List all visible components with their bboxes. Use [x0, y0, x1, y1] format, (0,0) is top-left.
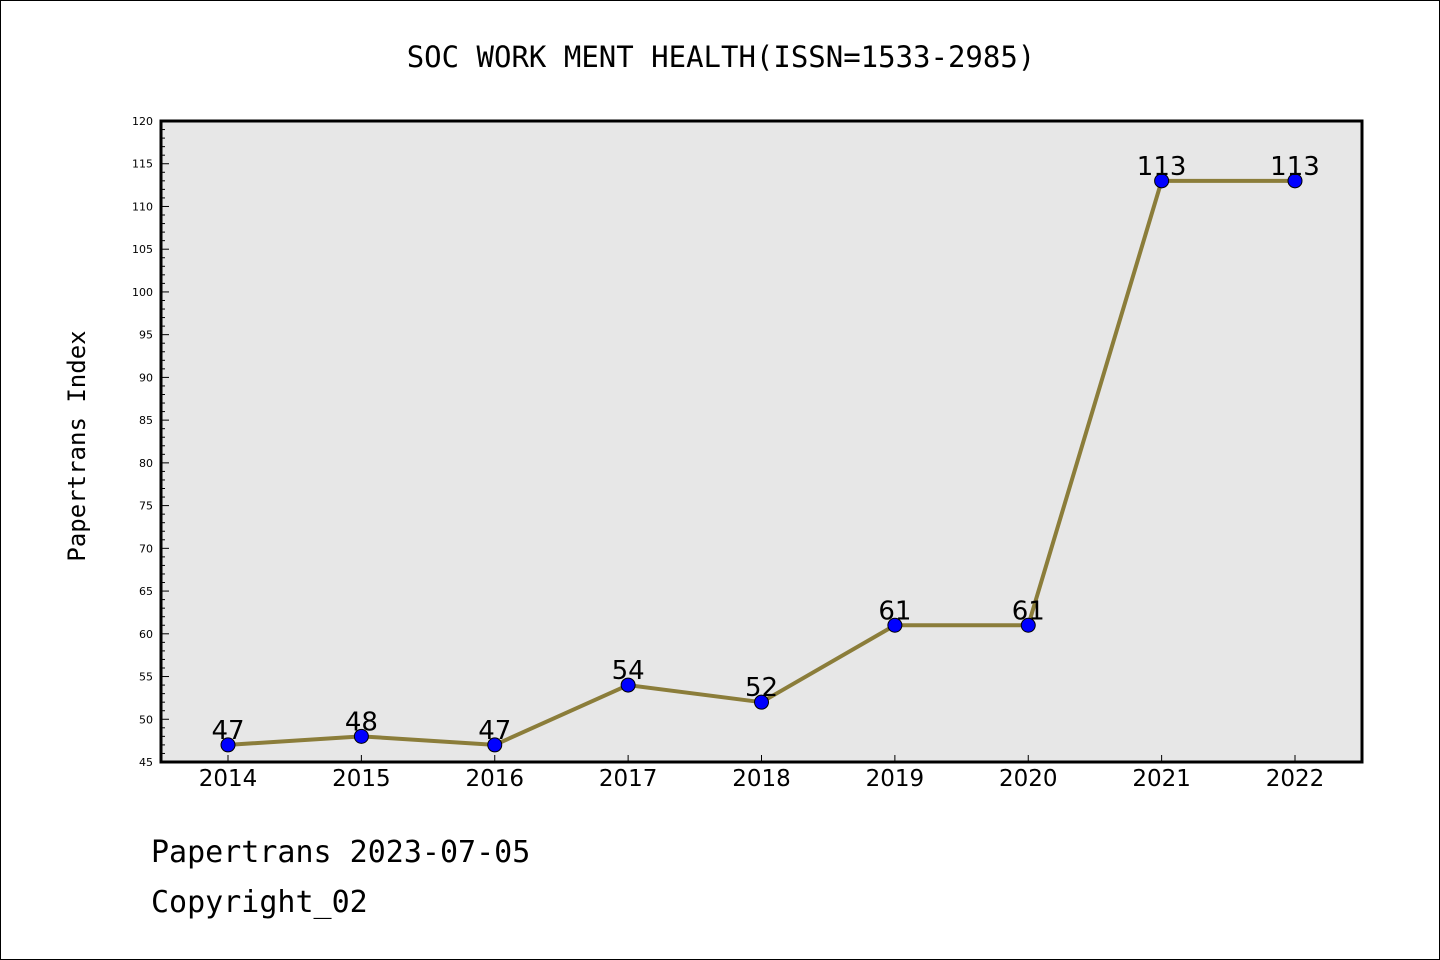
data-point — [620, 677, 636, 693]
data-label: 61 — [1012, 596, 1045, 626]
y-tick-label: 50 — [139, 713, 153, 726]
series-layer: 47 48 47 54 52 61 61 113 113 — [211, 152, 1320, 753]
data-point — [353, 728, 369, 744]
data-point — [1287, 173, 1303, 189]
x-tick-label: 2021 — [1132, 766, 1191, 792]
x-tick-label: 2014 — [199, 766, 258, 792]
y-tick-label: 80 — [139, 457, 153, 470]
x-tick-label: 2020 — [999, 766, 1058, 792]
data-point — [1154, 173, 1170, 189]
data-point — [487, 737, 503, 753]
y-tick-label: 120 — [132, 115, 153, 128]
data-label: 113 — [1270, 152, 1320, 182]
x-tick-label: 2016 — [465, 766, 524, 792]
y-axis-label: Papertrans Index — [63, 330, 91, 561]
data-point — [1020, 617, 1036, 633]
footer-copyright-line: Copyright_02 — [151, 885, 368, 920]
data-label: 47 — [211, 716, 244, 746]
data-label: 61 — [878, 596, 911, 626]
y-tick-label: 90 — [139, 371, 153, 384]
data-point — [887, 617, 903, 633]
data-point — [754, 694, 769, 710]
chart-title: SOC WORK MENT HEALTH(ISSN=1533-2985) — [407, 40, 1036, 74]
data-label: 113 — [1137, 152, 1187, 182]
y-tick-label: 100 — [132, 286, 153, 299]
data-label: 48 — [345, 707, 378, 737]
y-tick-label: 110 — [132, 200, 153, 213]
x-tick-label: 2017 — [599, 766, 658, 792]
x-tick-label: 2015 — [332, 766, 391, 792]
x-tick-label: 2019 — [866, 766, 925, 792]
x-axis-ticks: 2014 2015 2016 2017 2018 2019 2020 2021 2022 — [199, 755, 1325, 792]
y-tick-label: 115 — [132, 158, 153, 171]
footer-date-line: Papertrans 2023-07-05 — [151, 835, 531, 870]
y-tick-label: 75 — [139, 500, 153, 513]
x-tick-label: 2018 — [732, 766, 791, 792]
y-tick-label: 60 — [139, 628, 153, 641]
y-tick-label: 70 — [139, 542, 153, 555]
y-tick-label: 65 — [139, 585, 153, 598]
data-label: 54 — [612, 656, 645, 686]
y-tick-label: 85 — [139, 414, 153, 427]
data-label: 52 — [745, 673, 778, 703]
y-tick-label: 105 — [132, 243, 153, 256]
y-tick-label: 45 — [139, 756, 153, 769]
plot-area — [159, 119, 1364, 764]
data-point — [220, 737, 236, 753]
data-label: 47 — [478, 716, 511, 746]
y-axis-ticks: 45 50 55 60 65 70 75 80 85 90 95 100 105 110 115 120 — [132, 115, 169, 769]
y-tick-label: 55 — [139, 671, 153, 684]
y-tick-label: 95 — [139, 329, 153, 342]
x-tick-label: 2022 — [1266, 766, 1325, 792]
